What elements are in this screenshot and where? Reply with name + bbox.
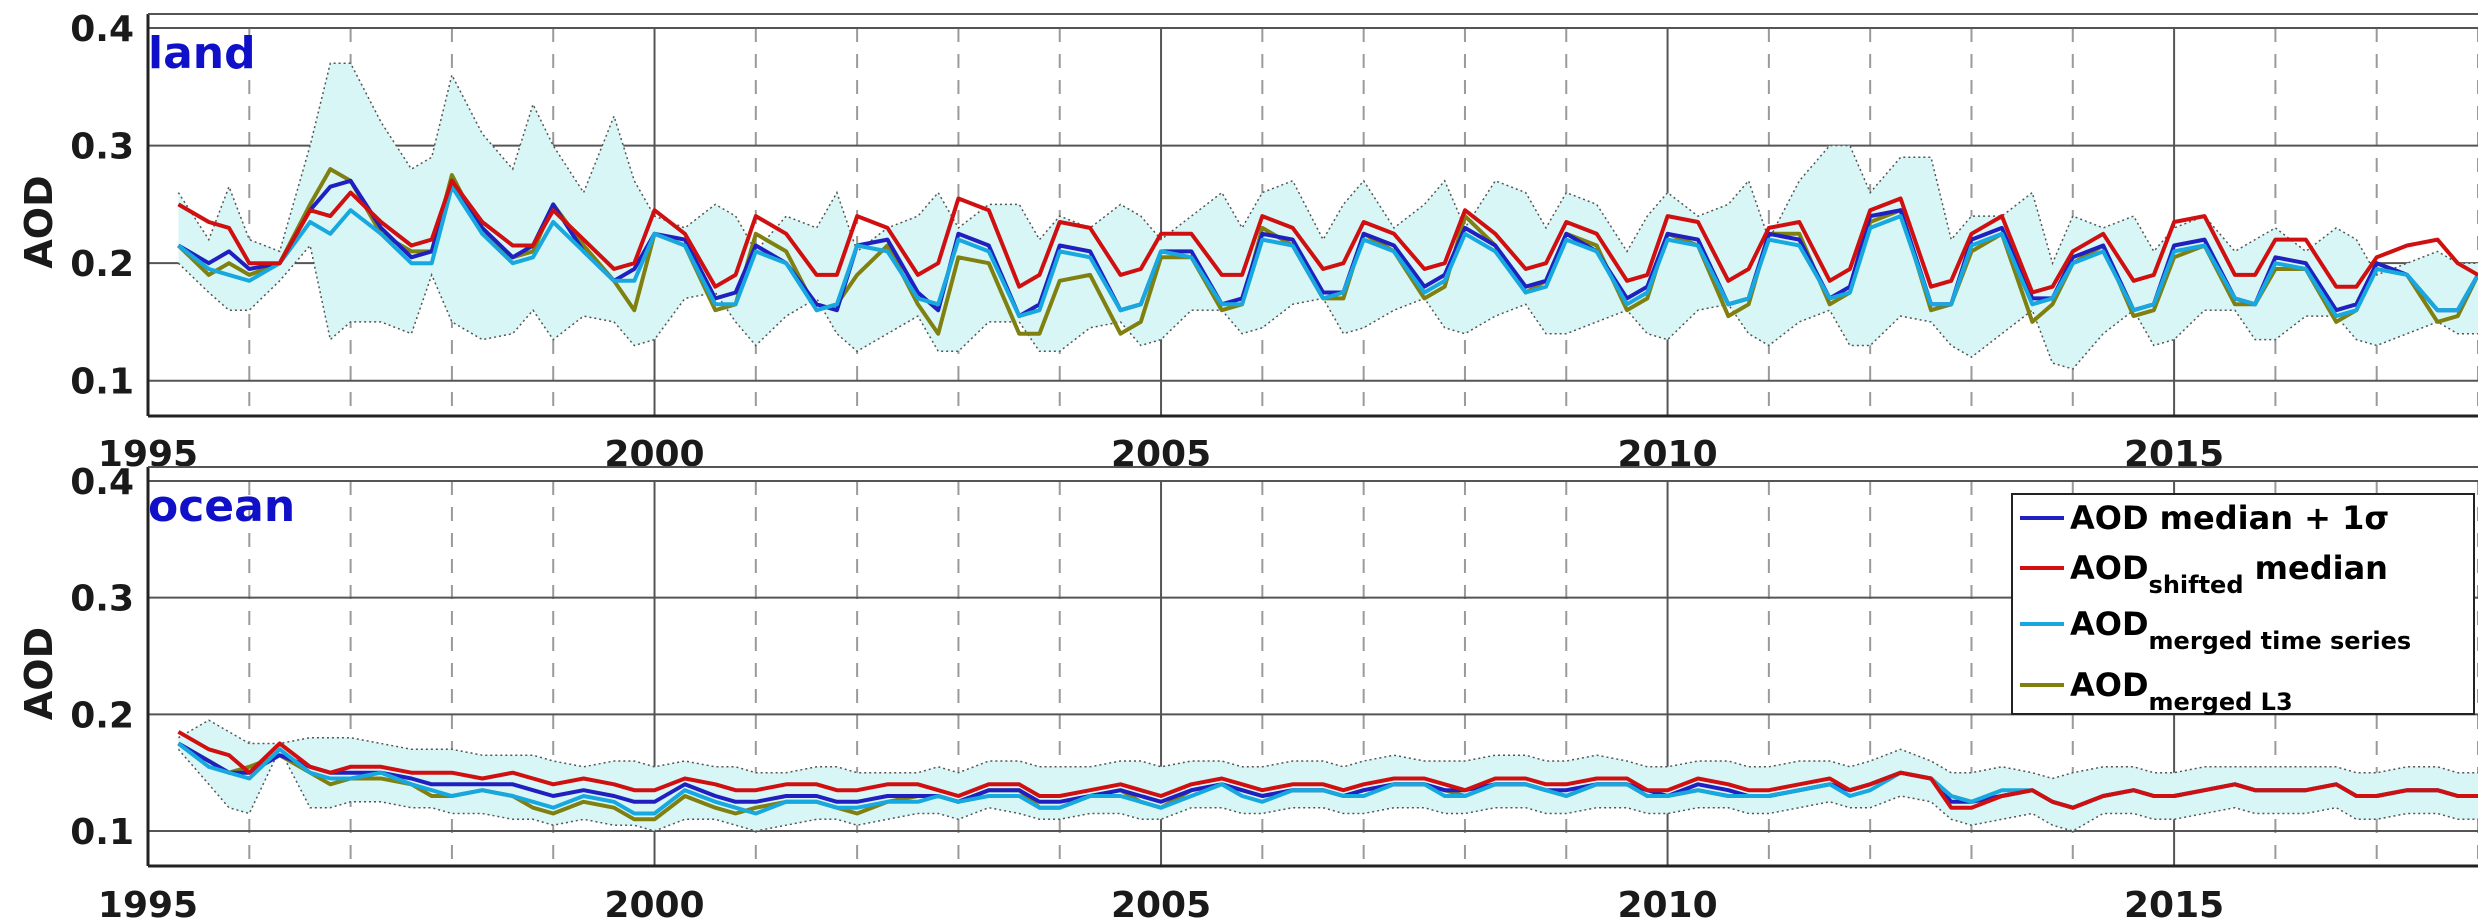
uncertainty-band <box>178 63 2478 369</box>
legend-label: AODshifted median <box>2070 549 2388 599</box>
y-tick-label: 0.1 <box>70 812 134 853</box>
ocean-panel: 0.1 0.2 0.3 0.4 1995 2000 2005 2010 2015 AOD ocean… <box>17 462 2478 924</box>
y-tick-label: 0.3 <box>70 127 134 168</box>
y-tick-label: 0.3 <box>70 579 134 620</box>
panel-title: ocean <box>148 481 295 532</box>
y-tick-label: 0.1 <box>70 362 134 403</box>
band-lower-edge <box>177 747 2478 832</box>
x-tick-label: 1995 <box>98 885 198 924</box>
series-line-median-plus-sigma <box>177 178 2478 319</box>
legend-label: AOD median + 1σ <box>2070 499 2389 537</box>
legend: AOD median + 1σ AODshifted median AODmerge… <box>2011 493 2475 716</box>
y-axis-label: AOD <box>17 175 61 268</box>
y-tick-label: 0.2 <box>70 244 134 285</box>
series-line-merged-time-series <box>177 184 2478 319</box>
x-tick-label: 2000 <box>604 885 704 924</box>
x-tick-label: 2005 <box>1111 885 1211 924</box>
legend-label: AODmerged time series <box>2070 605 2411 655</box>
series-line-shifted-median <box>177 730 2478 810</box>
y-axis-label: AOD <box>17 627 61 720</box>
series-line-shifted-median <box>177 178 2478 295</box>
y-tick-label: 0.4 <box>70 462 134 503</box>
x-tick-label: 2010 <box>1617 434 1717 475</box>
band-lower-edge <box>177 243 2478 370</box>
x-tick-label: 2010 <box>1617 885 1717 924</box>
panel-title: land <box>148 28 256 79</box>
legend-box <box>2011 493 2475 715</box>
x-tick-label: 2005 <box>1111 434 1211 475</box>
y-tick-label: 0.4 <box>70 9 134 50</box>
legend-label: AODmerged L3 <box>2070 666 2293 716</box>
x-tick-label: 2015 <box>2124 885 2224 924</box>
x-tick-label: 2015 <box>2124 434 2224 475</box>
y-tick-label: 0.2 <box>70 695 134 736</box>
x-tick-label: 2000 <box>604 434 704 475</box>
